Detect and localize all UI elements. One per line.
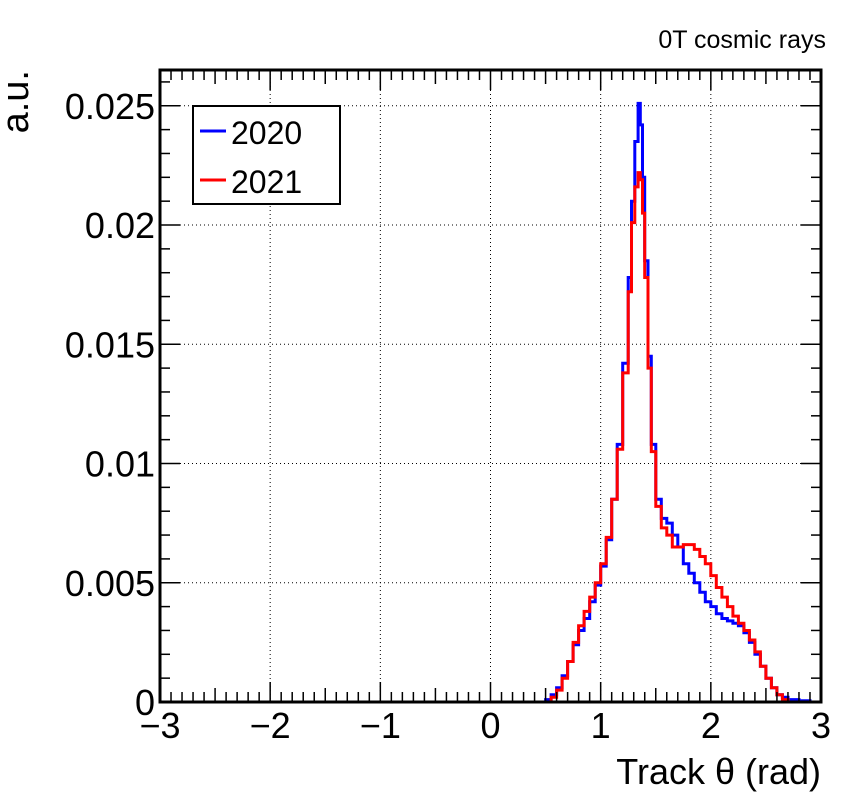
tick-marks bbox=[159, 70, 822, 703]
tick-labels: −3 −2 −1 0 1 2 3 0 0.005 0.01 0.015 0.02 0.025 bbox=[65, 86, 831, 746]
y-tick-label: 0.01 bbox=[85, 444, 155, 485]
x-tick-label: 0 bbox=[480, 705, 500, 746]
x-tick-label: 2 bbox=[701, 705, 721, 746]
x-axis-label: Track θ (rad) bbox=[616, 751, 821, 792]
legend: 2020 2021 bbox=[192, 105, 341, 205]
x-tick-label: −3 bbox=[139, 705, 180, 746]
y-tick-label: 0.02 bbox=[85, 205, 155, 246]
y-tick-label: 0.025 bbox=[65, 86, 155, 127]
legend-label-2020: 2020 bbox=[231, 115, 302, 151]
grid bbox=[160, 70, 821, 702]
legend-box bbox=[192, 105, 341, 205]
x-tick-label: 3 bbox=[811, 705, 831, 746]
series-layer bbox=[160, 101, 821, 704]
series-line-2021 bbox=[160, 171, 821, 704]
y-tick-label: 0 bbox=[135, 682, 155, 723]
x-tick-label: 1 bbox=[591, 705, 611, 746]
chart-title: 0T cosmic rays bbox=[658, 26, 826, 54]
x-tick-label: −1 bbox=[360, 705, 401, 746]
y-tick-label: 0.005 bbox=[65, 563, 155, 604]
y-tick-label: 0.015 bbox=[65, 324, 155, 365]
x-tick-label: −2 bbox=[250, 705, 291, 746]
legend-label-2021: 2021 bbox=[231, 164, 302, 200]
y-axis-label: a.u. bbox=[0, 70, 37, 133]
